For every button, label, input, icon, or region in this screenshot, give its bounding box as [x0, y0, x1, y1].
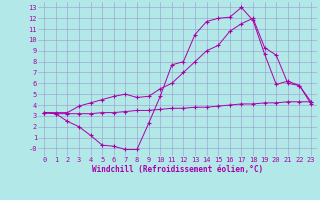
X-axis label: Windchill (Refroidissement éolien,°C): Windchill (Refroidissement éolien,°C)	[92, 165, 263, 174]
